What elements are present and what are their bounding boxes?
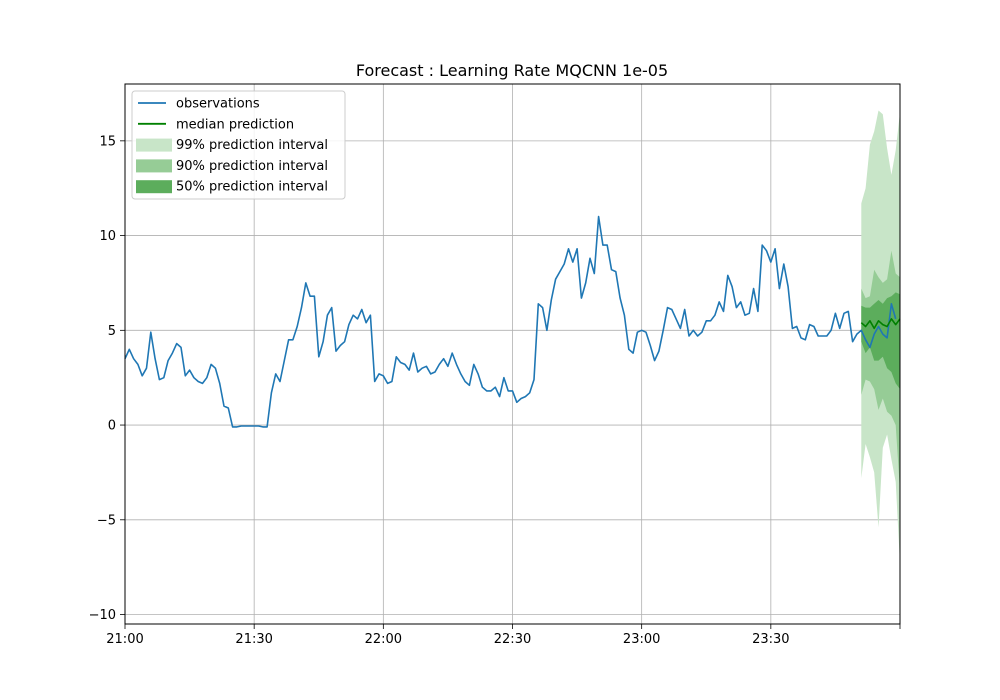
y-axis: −10 −5 0 5 10 15	[89, 134, 125, 623]
legend-band-swatch	[136, 138, 172, 152]
legend-label: 50% prediction interval	[176, 180, 328, 195]
legend-label: observations	[176, 97, 260, 112]
legend-label: 90% prediction interval	[176, 159, 328, 174]
chart-title: Forecast : Learning Rate MQCNN 1e-05	[356, 61, 668, 80]
series-lines	[124, 215, 901, 428]
x-axis: 21:00 21:30 22:00 22:30 23:00 23:30	[106, 624, 901, 647]
grid-lines	[125, 84, 900, 624]
observations-line	[124, 215, 897, 428]
legend-box	[131, 90, 346, 200]
y-tick-label: −5	[97, 513, 116, 528]
y-tick-label: 10	[99, 229, 116, 244]
x-tick-label: 22:00	[365, 632, 402, 647]
median-prediction-line	[860, 318, 901, 330]
y-tick-label: 5	[108, 324, 116, 339]
y-tick-label: −10	[89, 608, 116, 623]
legend-band-swatch	[136, 159, 172, 173]
x-tick-label: 21:00	[106, 632, 143, 647]
x-tick-label: 23:30	[752, 632, 789, 647]
legend-label: 99% prediction interval	[176, 138, 328, 153]
x-tick-label: 23:00	[623, 632, 660, 647]
legend-band-swatch	[136, 180, 172, 194]
x-tick-label: 22:30	[494, 632, 531, 647]
y-tick-label: 15	[99, 134, 116, 149]
y-tick-label: 0	[108, 419, 116, 434]
x-tick-label: 21:30	[235, 632, 272, 647]
legend-label: median prediction	[176, 117, 294, 132]
legend: observations median prediction 99% predict…	[131, 90, 346, 200]
